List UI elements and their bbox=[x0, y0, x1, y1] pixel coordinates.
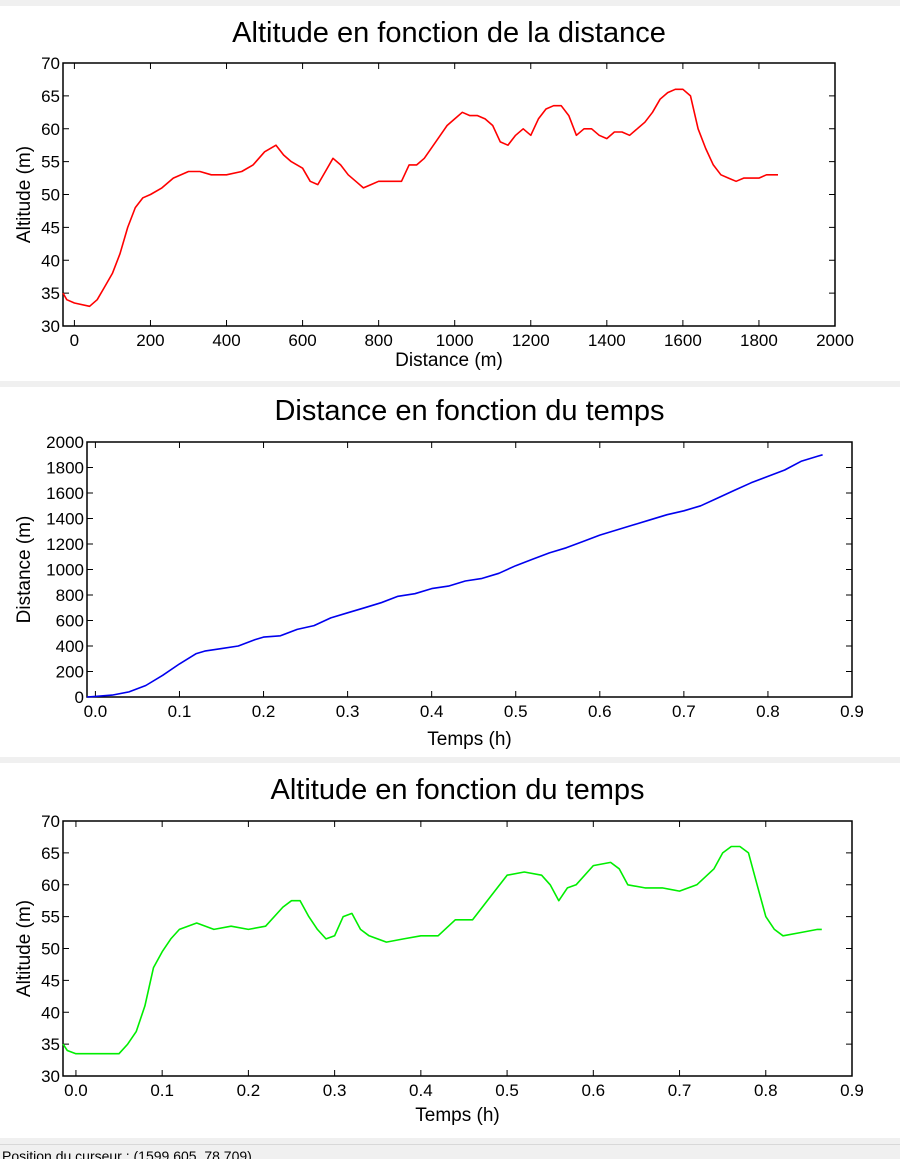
plot-frame bbox=[62, 62, 836, 327]
x-tick-label: 0.3 bbox=[323, 1081, 347, 1100]
y-tick-label: 1400 bbox=[46, 510, 84, 529]
y-tick-label: 40 bbox=[41, 1003, 60, 1022]
y-tick-label: 40 bbox=[41, 251, 60, 270]
x-axis-label: Temps (h) bbox=[415, 1105, 499, 1126]
x-tick-label: 0.0 bbox=[84, 702, 108, 721]
y-tick-label: 45 bbox=[41, 218, 60, 237]
y-tick-label: 50 bbox=[41, 940, 60, 959]
y-tick-label: 2000 bbox=[46, 433, 84, 452]
distance-time-panel: Distance en fonction du temps 0.0 0.1 0.2 0.… bbox=[0, 387, 900, 757]
x-tick-label: 0.6 bbox=[581, 1081, 605, 1100]
y-tick-label: 35 bbox=[41, 284, 60, 303]
x-tick-label: 0.8 bbox=[754, 1081, 778, 1100]
series-line bbox=[62, 88, 778, 308]
y-tick-label: 1800 bbox=[46, 459, 84, 478]
x-tick-label: 0.1 bbox=[168, 702, 192, 721]
x-tick-label: 1400 bbox=[588, 331, 626, 350]
x-tick-label: 0.8 bbox=[756, 702, 780, 721]
altitude-time-panel: Altitude en fonction du temps 0.0 0.1 0.2 0.… bbox=[0, 763, 900, 1138]
x-tick-label: 0.2 bbox=[237, 1081, 261, 1100]
altitude-time-chart: Altitude en fonction du temps 0.0 0.1 0.2 0.… bbox=[14, 774, 864, 1126]
x-tick-label: 0.3 bbox=[336, 702, 360, 721]
y-tick-label: 600 bbox=[56, 612, 84, 631]
x-tick-label: 0.9 bbox=[840, 702, 864, 721]
x-tick-label: 1200 bbox=[512, 331, 550, 350]
y-tick-label: 60 bbox=[41, 876, 60, 895]
altitude-distance-chart: Altitude en fonction de la distance 0 200 4… bbox=[14, 17, 854, 371]
x-tick-label: 1800 bbox=[740, 331, 778, 350]
x-tick-label: 0.7 bbox=[672, 702, 696, 721]
x-tick-label: 1000 bbox=[436, 331, 474, 350]
x-tick-label: 0.6 bbox=[588, 702, 612, 721]
y-tick-label: 400 bbox=[56, 637, 84, 656]
y-axis-label: Distance (m) bbox=[14, 516, 35, 624]
chart-title: Altitude en fonction de la distance bbox=[232, 17, 666, 49]
x-tick-label: 600 bbox=[288, 331, 316, 350]
x-tick-label: 0.5 bbox=[504, 702, 528, 721]
y-tick-label: 50 bbox=[41, 186, 60, 205]
x-tick-label: 0.0 bbox=[64, 1081, 88, 1100]
cursor-position-value: (1599.605, 78.709) bbox=[133, 1148, 252, 1159]
y-tick-label: 800 bbox=[56, 586, 84, 605]
x-tick-label: 0 bbox=[70, 331, 79, 350]
x-tick-label: 0.4 bbox=[409, 1081, 433, 1100]
x-tick-label: 0.4 bbox=[420, 702, 444, 721]
y-tick-label: 70 bbox=[41, 54, 60, 73]
y-tick-label: 30 bbox=[41, 317, 60, 336]
x-tick-label: 0.2 bbox=[252, 702, 276, 721]
y-tick-label: 1600 bbox=[46, 484, 84, 503]
altitude-distance-panel: Altitude en fonction de la distance 0 200 4… bbox=[0, 6, 900, 381]
y-tick-label: 55 bbox=[41, 908, 60, 927]
x-tick-label: 400 bbox=[212, 331, 240, 350]
y-tick-label: 65 bbox=[41, 844, 60, 863]
x-tick-label: 0.5 bbox=[495, 1081, 519, 1100]
x-tick-label: 800 bbox=[364, 331, 392, 350]
y-tick-label: 1000 bbox=[46, 561, 84, 580]
y-tick-label: 45 bbox=[41, 971, 60, 990]
x-axis-label: Distance (m) bbox=[395, 350, 503, 371]
x-tick-label: 0.7 bbox=[668, 1081, 692, 1100]
y-tick-label: 70 bbox=[41, 812, 60, 831]
x-tick-label: 1600 bbox=[664, 331, 702, 350]
series-line bbox=[62, 845, 822, 1055]
y-tick-label: 0 bbox=[75, 688, 84, 707]
y-tick-label: 65 bbox=[41, 87, 60, 106]
y-tick-label: 35 bbox=[41, 1035, 60, 1054]
x-tick-label: 0.1 bbox=[150, 1081, 174, 1100]
x-tick-label: 200 bbox=[136, 331, 164, 350]
y-tick-label: 30 bbox=[41, 1067, 60, 1086]
y-axis-label: Altitude (m) bbox=[14, 900, 35, 997]
status-bar: Position du curseur : (1599.605, 78.709) bbox=[0, 1144, 900, 1159]
x-tick-label: 2000 bbox=[816, 331, 854, 350]
y-axis-label: Altitude (m) bbox=[14, 146, 35, 243]
plot-frame bbox=[62, 820, 853, 1077]
series-line bbox=[86, 454, 823, 698]
cursor-position-label: Position du curseur : bbox=[2, 1148, 130, 1159]
chart-title: Altitude en fonction du temps bbox=[270, 774, 644, 806]
chart-title: Distance en fonction du temps bbox=[274, 395, 664, 427]
distance-time-chart: Distance en fonction du temps 0.0 0.1 0.2 0.… bbox=[14, 395, 864, 750]
plot-frame bbox=[86, 441, 853, 698]
y-tick-label: 200 bbox=[56, 663, 84, 682]
y-tick-label: 60 bbox=[41, 120, 60, 139]
x-tick-label: 0.9 bbox=[840, 1081, 864, 1100]
x-axis-label: Temps (h) bbox=[427, 729, 511, 750]
y-tick-label: 55 bbox=[41, 153, 60, 172]
y-tick-label: 1200 bbox=[46, 535, 84, 554]
